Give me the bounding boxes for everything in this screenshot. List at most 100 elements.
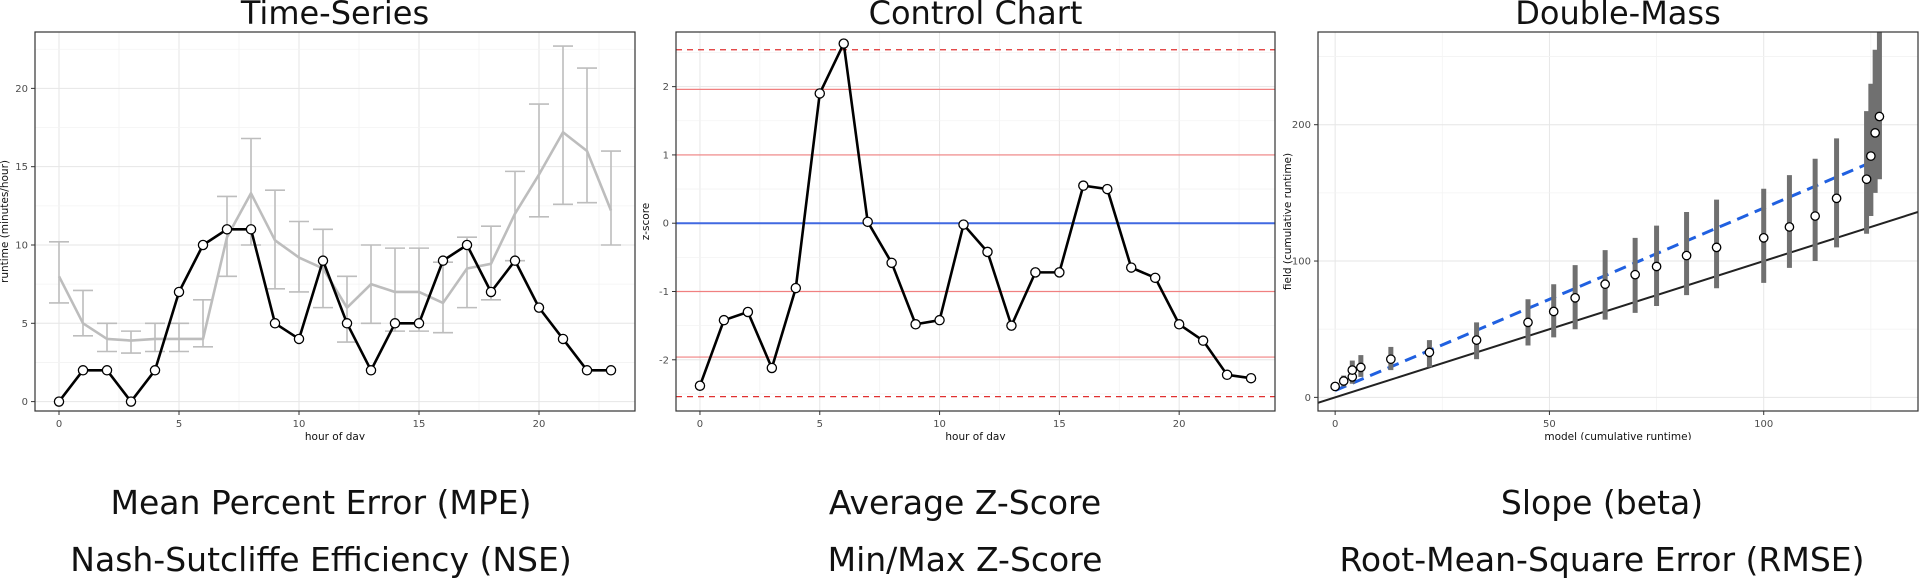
x-tick-label: 15 xyxy=(1053,419,1066,430)
data-point xyxy=(149,365,161,376)
x-tick-label: 10 xyxy=(293,419,306,430)
x-tick-label: 5 xyxy=(817,419,823,430)
y-axis-label: runtime (minutes/hour) xyxy=(0,160,11,283)
data-point xyxy=(958,219,969,230)
data-point xyxy=(1600,279,1610,290)
data-point xyxy=(790,282,802,294)
data-point xyxy=(1874,111,1885,122)
data-point xyxy=(718,314,730,326)
y-tick-label: 20 xyxy=(15,84,28,95)
data-point xyxy=(814,88,826,99)
data-point xyxy=(413,318,425,329)
data-point xyxy=(1866,151,1876,161)
y-tick-label: -2 xyxy=(659,355,669,366)
data-point xyxy=(1006,320,1017,331)
data-point xyxy=(581,365,593,376)
x-tick-label: 20 xyxy=(533,419,546,430)
data-point xyxy=(1758,233,1769,243)
data-point xyxy=(934,314,945,326)
chart-panel-1: Time-Series 0 5 10 15 20 0 5 10 15 20 hour of day ru… xyxy=(0,0,636,440)
data-point xyxy=(1347,365,1358,375)
data-point xyxy=(1386,354,1396,365)
x-tick-label: 5 xyxy=(176,419,182,430)
caption-slope-beta: Slope (beta) xyxy=(1500,483,1704,522)
caption-nse: Nash-Sutcliffe Efficiency (NSE) xyxy=(70,540,572,579)
chart-panel-3: Double-Mass 0 50 100 0 100 200 model (cumulativ… xyxy=(1282,0,1919,440)
data-point xyxy=(269,318,281,329)
data-point xyxy=(1356,362,1366,373)
data-point xyxy=(173,286,185,298)
x-tick-label: 10 xyxy=(933,419,946,430)
chart-title: Control Chart xyxy=(869,0,1083,32)
data-point xyxy=(461,239,473,251)
data-point xyxy=(1102,183,1113,195)
data-point xyxy=(766,362,778,374)
data-point xyxy=(1471,335,1482,345)
data-point xyxy=(197,239,209,251)
data-point xyxy=(1197,335,1209,346)
y-tick-label: 15 xyxy=(15,162,28,173)
y-tick-label: 0 xyxy=(1305,393,1311,404)
data-point xyxy=(221,224,233,235)
data-point xyxy=(101,365,113,376)
y-tick-label: 200 xyxy=(1292,120,1311,131)
data-point xyxy=(862,216,873,228)
data-point xyxy=(1221,369,1233,381)
y-axis-label: field (cumulative runtime) xyxy=(1282,153,1294,290)
data-point xyxy=(1681,250,1692,261)
y-tick-label: 100 xyxy=(1292,257,1311,268)
caption-min-max-z-score: Min/Max Z-Score xyxy=(827,540,1103,579)
data-point xyxy=(1570,292,1580,303)
data-point xyxy=(245,224,257,235)
y-tick-label: 0 xyxy=(663,219,669,230)
x-axis-label: hour of day xyxy=(945,431,1005,440)
caption-average-z-score: Average Z-Score xyxy=(828,483,1102,522)
data-point xyxy=(317,255,329,266)
data-point xyxy=(1651,261,1662,272)
y-tick-label: -1 xyxy=(659,287,669,298)
chart-title: Double-Mass xyxy=(1515,0,1721,32)
y-tick-label: 1 xyxy=(663,150,669,161)
x-axis-label: model (cumulative runtime) xyxy=(1544,431,1691,440)
data-point xyxy=(742,306,754,318)
y-axis-label: z-score xyxy=(640,203,652,241)
x-tick-label: 0 xyxy=(697,419,703,430)
chart-title: Time-Series xyxy=(240,0,429,32)
data-point xyxy=(437,255,449,266)
y-tick-label: 10 xyxy=(15,240,28,251)
data-point xyxy=(389,318,401,329)
caption-rmse: Root-Mean-Square Error (RMSE) xyxy=(1339,540,1865,579)
one-to-one-line xyxy=(1318,211,1918,404)
data-point xyxy=(485,286,497,298)
x-tick-label: 100 xyxy=(1754,419,1773,430)
data-point xyxy=(910,319,921,330)
data-point xyxy=(1831,193,1842,204)
data-point xyxy=(1548,306,1559,317)
panel-border xyxy=(34,31,636,412)
caption-mpe: Mean Percent Error (MPE) xyxy=(110,483,532,522)
data-point xyxy=(509,255,521,266)
x-tick-label: 50 xyxy=(1543,419,1556,430)
data-point xyxy=(1173,319,1185,330)
data-point xyxy=(77,365,89,376)
y-tick-label: 0 xyxy=(22,397,28,408)
series-line xyxy=(57,130,613,342)
panel-border xyxy=(1317,31,1919,412)
data-point xyxy=(886,257,897,269)
series-line xyxy=(57,228,611,403)
x-tick-label: 0 xyxy=(56,419,62,430)
series-line xyxy=(698,42,1252,387)
data-point xyxy=(1861,174,1872,185)
y-tick-label: 5 xyxy=(22,319,28,330)
panel-border xyxy=(675,31,1276,412)
data-point xyxy=(557,333,569,345)
plot-area xyxy=(694,38,1257,391)
data-point xyxy=(1523,317,1533,328)
data-point xyxy=(1078,180,1089,191)
data-point xyxy=(365,365,377,376)
data-point xyxy=(1125,262,1137,273)
data-point xyxy=(694,380,706,391)
plot-area xyxy=(49,45,621,407)
plot-area xyxy=(1318,32,1918,404)
